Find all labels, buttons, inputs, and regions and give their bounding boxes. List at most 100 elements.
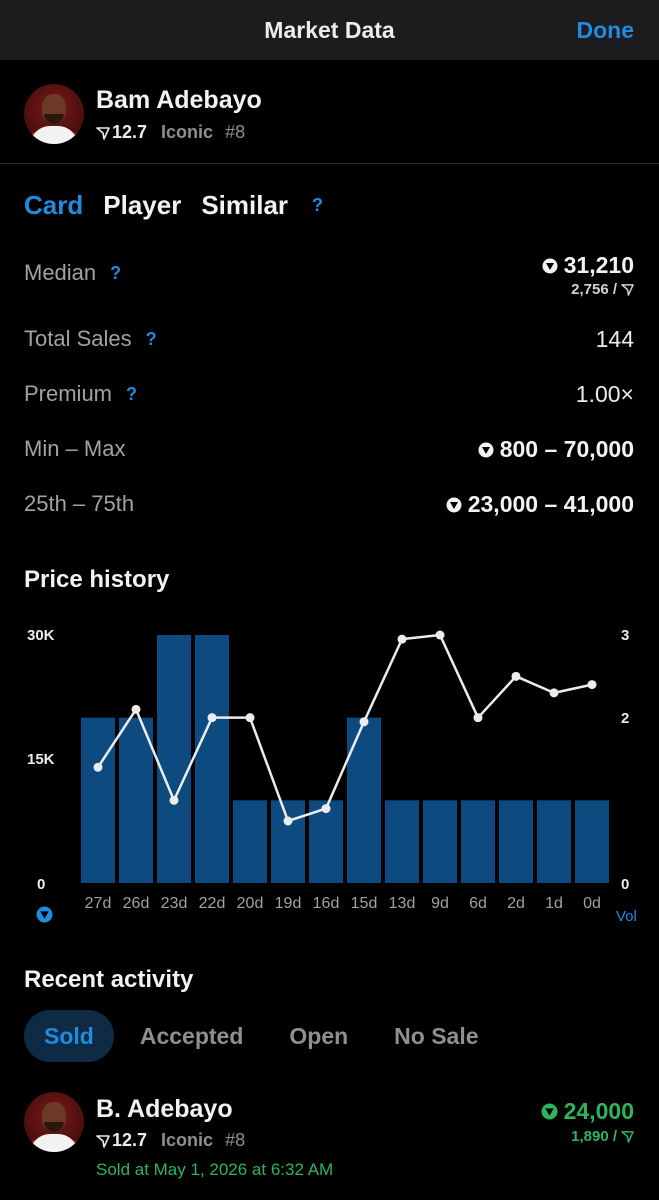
- price-line: [96, 633, 593, 823]
- tab-similar[interactable]: Similar: [201, 190, 289, 220]
- sale-sub-value: 1,890 /: [571, 1128, 617, 1145]
- x-tick-label: 2d: [507, 895, 525, 912]
- price-point: [283, 816, 293, 826]
- header-divider: [0, 163, 659, 164]
- percentiles-label: 25th – 75th: [24, 491, 135, 516]
- price-point: [435, 630, 445, 640]
- right-axis-tick: 3: [621, 627, 630, 644]
- price-point: [131, 704, 141, 714]
- volume-axis-label: Vol: [616, 908, 637, 925]
- x-tick-label: 19d: [275, 895, 302, 912]
- card-rating: 12.7: [96, 122, 147, 143]
- price-point: [321, 804, 331, 814]
- activity-filter-tabs: Sold Accepted Open No Sale: [24, 1010, 505, 1062]
- recent-activity-title: Recent activity: [24, 966, 194, 993]
- x-tick-label: 9d: [431, 895, 449, 912]
- right-axis-tick: 2: [621, 710, 630, 727]
- rating-icon: [621, 1131, 634, 1143]
- percentiles-value: 23,000 – 41,000: [467, 491, 634, 517]
- volume-bar: [81, 717, 115, 883]
- nav-title: Market Data: [264, 17, 395, 43]
- sale-rating-value: 12.7: [112, 1130, 148, 1150]
- volume-bar: [537, 800, 571, 883]
- median-help-icon[interactable]: ?: [110, 262, 122, 283]
- tab-player[interactable]: Player: [103, 190, 182, 220]
- left-axis-tick: 15K: [27, 751, 55, 768]
- navbar: Market Data Done: [0, 0, 659, 60]
- x-tick-label: 6d: [469, 895, 487, 912]
- tabs-help-icon[interactable]: ?: [312, 195, 324, 215]
- currency-icon: [36, 906, 53, 923]
- x-tick-label: 20d: [237, 895, 264, 912]
- volume-bar: [233, 800, 267, 883]
- price-point: [169, 795, 179, 805]
- volume-bar: [575, 800, 609, 883]
- card-serial: #8: [225, 122, 246, 142]
- sale-meta: 12.7 Iconic #8: [96, 1130, 245, 1151]
- volume-bar: [309, 800, 343, 883]
- currency-icon: [542, 258, 558, 273]
- x-tick-label: 0d: [583, 895, 601, 912]
- player-avatar: [24, 84, 84, 144]
- player-name: Bam Adebayo: [96, 86, 262, 114]
- price-point: [245, 713, 255, 723]
- median-sub-value: 2,756 /: [571, 281, 617, 298]
- card-meta: 12.7 Iconic #8: [96, 122, 245, 143]
- stat-min-max: Min – Max 800 – 70,000: [24, 436, 634, 466]
- stat-percentiles: 25th – 75th 23,000 – 41,000: [24, 491, 634, 521]
- total-sales-help-icon[interactable]: ?: [145, 328, 157, 349]
- volume-bar: [461, 800, 495, 883]
- x-tick-label: 15d: [351, 895, 378, 912]
- price-point: [511, 671, 521, 681]
- price-point: [359, 717, 369, 727]
- volume-bar: [347, 717, 381, 883]
- sale-sub: 1,890 /: [571, 1128, 634, 1145]
- card-rating-value: 12.7: [112, 122, 148, 142]
- sale-rating: 12.7: [96, 1130, 147, 1151]
- price-history-chart: 27d 26d 23d 22d 20d 19d 16d 15d 13d 9d 6d 2d 1d 0d: [81, 630, 609, 912]
- filter-sold[interactable]: Sold: [24, 1010, 114, 1062]
- price-point: [93, 762, 103, 772]
- market-tabs: Card Player Similar ?: [24, 190, 323, 221]
- rating-icon: [96, 126, 110, 140]
- price-point: [549, 688, 559, 698]
- sale-price: 24,000: [541, 1098, 634, 1125]
- premium-label: Premium: [24, 381, 113, 406]
- sale-player-name[interactable]: B. Adebayo: [96, 1095, 233, 1123]
- rating-icon: [621, 284, 634, 296]
- currency-icon: [478, 442, 494, 457]
- x-tick-label: 13d: [389, 895, 416, 912]
- filter-accepted[interactable]: Accepted: [139, 1023, 244, 1049]
- price-point: [207, 713, 217, 723]
- sale-serial: #8: [225, 1130, 246, 1150]
- premium-value: 1.00×: [575, 381, 634, 407]
- done-button[interactable]: Done: [576, 17, 635, 43]
- right-axis-tick: 0: [621, 876, 630, 893]
- left-axis-tick: 30K: [27, 627, 55, 644]
- total-sales-value: 144: [595, 326, 634, 352]
- median-label: Median: [24, 260, 97, 285]
- premium-help-icon[interactable]: ?: [126, 383, 138, 404]
- left-axis-tick: 0: [37, 876, 46, 893]
- volume-bar: [385, 800, 419, 883]
- currency-icon: [446, 497, 462, 512]
- sale-price-value: 24,000: [563, 1098, 634, 1124]
- rating-icon: [96, 1134, 110, 1148]
- x-tick-label: 22d: [199, 895, 226, 912]
- tab-card[interactable]: Card: [24, 190, 84, 220]
- sale-avatar: [24, 1092, 84, 1152]
- min-max-label: Min – Max: [24, 436, 126, 461]
- stat-premium: Premium ? 1.00×: [24, 381, 634, 411]
- volume-bar: [499, 800, 533, 883]
- card-tier: Iconic: [161, 122, 214, 142]
- sale-tier: Iconic: [161, 1130, 214, 1150]
- price-history-title: Price history: [24, 566, 170, 593]
- filter-no-sale[interactable]: No Sale: [394, 1023, 479, 1049]
- volume-bar: [195, 635, 229, 883]
- x-tick-label: 1d: [545, 895, 563, 912]
- currency-icon: [541, 1103, 558, 1120]
- filter-open[interactable]: Open: [289, 1023, 349, 1049]
- volume-bar: [423, 800, 457, 883]
- total-sales-label: Total Sales: [24, 326, 132, 351]
- x-tick-label: 27d: [85, 895, 112, 912]
